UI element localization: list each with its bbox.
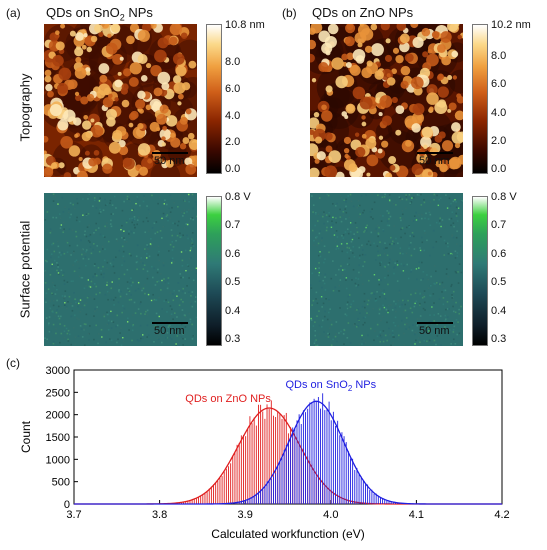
scalebar-line-sp-a — [152, 322, 188, 324]
colorbar-tick-label: 4.0 — [225, 109, 241, 122]
series-label: QDs on SnO2 NPs — [285, 379, 376, 393]
scalebar-label-topo-b: 50 nm — [419, 155, 450, 167]
row-label-surface-potential: Surface potential — [17, 220, 33, 319]
gaussian-fit — [74, 400, 502, 505]
topography-image-zno — [310, 24, 463, 177]
x-tick-label: 4.0 — [323, 509, 338, 521]
colorbar-tick-label: 0.4 — [491, 304, 507, 317]
colorbar-topo-b — [472, 24, 488, 174]
y-tick-label: 0 — [64, 499, 70, 511]
colorbar-tick-label: 0.0 — [225, 163, 241, 175]
colorbar-tick-label: 8.0 — [491, 50, 507, 63]
series-1 — [74, 393, 502, 505]
colorbar-tick-label: 0.0 — [491, 163, 507, 175]
surface-potential-image-zno — [310, 193, 463, 346]
y-tick-label: 3000 — [46, 365, 70, 377]
colorbar-tick-label: 0.8 V — [491, 191, 517, 203]
x-axis-label: Calculated workfunction (eV) — [211, 527, 364, 541]
panel-b-tag: (b) — [282, 6, 297, 20]
y-tick-label: 2000 — [46, 410, 70, 422]
y-axis-label: Count — [19, 420, 33, 453]
scalebar-label-topo-a: 50 nm — [154, 155, 185, 167]
x-tick-label: 4.2 — [494, 509, 509, 521]
colorbar-tick-label: 0.7 — [225, 219, 241, 232]
y-tick-label: 2500 — [46, 387, 70, 399]
colorbar-sp-b — [472, 196, 488, 346]
y-tick-label: 1500 — [46, 432, 70, 444]
surface-potential-image-sno2 — [44, 193, 197, 346]
scalebar-line-topo-b — [417, 152, 453, 154]
colorbar-tick-label: 6.0 — [225, 83, 241, 95]
colorbar-tick-label: 0.7 — [491, 219, 507, 232]
colorbar-tick-label: 2.0 — [491, 134, 507, 147]
panel-c-tag: (c) — [6, 356, 20, 370]
colorbar-tick-label: 0.4 — [225, 304, 241, 317]
colorbar-tick-label: 0.6 — [491, 247, 507, 260]
colorbar-tick-label: 0.3 — [225, 333, 241, 345]
panel-b-title: QDs on ZnO NPs — [312, 5, 414, 20]
colorbar-topo-a — [206, 24, 222, 174]
x-tick-label: 3.8 — [152, 509, 167, 521]
x-tick-label: 3.7 — [66, 509, 81, 521]
scalebar-line-sp-b — [417, 322, 453, 324]
colorbar-tick-label: 0.5 — [225, 276, 241, 289]
y-tick-label: 1000 — [46, 454, 70, 466]
scalebar-label-sp-b: 50 nm — [419, 325, 450, 337]
panel-a-tag: (a) — [6, 6, 21, 20]
colorbar-tick-label: 8.0 — [225, 56, 241, 69]
colorbar-tick-label: 0.3 — [491, 333, 507, 345]
series-label: QDs on ZnO NPs — [185, 393, 271, 405]
x-tick-label: 3.9 — [238, 509, 253, 521]
workfunction-histogram: 0 500 1000 1500 2000 2500 3000 3.7 3.8 3.9 4.0 4.1 4… — [19, 365, 510, 541]
y-tick-label: 500 — [52, 477, 70, 489]
colorbar-tick-label: 10.2 nm — [491, 19, 531, 31]
colorbar-tick-label: 4.0 — [491, 106, 507, 119]
colorbar-sp-a — [206, 196, 222, 346]
scalebar-line-topo-a — [152, 152, 188, 154]
row-label-topography: Topography — [17, 73, 33, 142]
colorbar-tick-label: 2.0 — [225, 136, 241, 149]
colorbar-tick-label: 10.8 nm — [225, 19, 265, 31]
colorbar-tick-label: 0.5 — [491, 276, 507, 289]
scalebar-label-sp-a: 50 nm — [154, 325, 185, 337]
colorbar-tick-label: 0.8 V — [225, 191, 251, 203]
panel-a-title: QDs on SnO2 NPs — [46, 5, 153, 23]
colorbar-tick-label: 6.0 — [491, 78, 507, 91]
topography-image-sno2 — [44, 24, 197, 177]
x-tick-label: 4.1 — [409, 509, 424, 521]
colorbar-tick-label: 0.6 — [225, 247, 241, 260]
